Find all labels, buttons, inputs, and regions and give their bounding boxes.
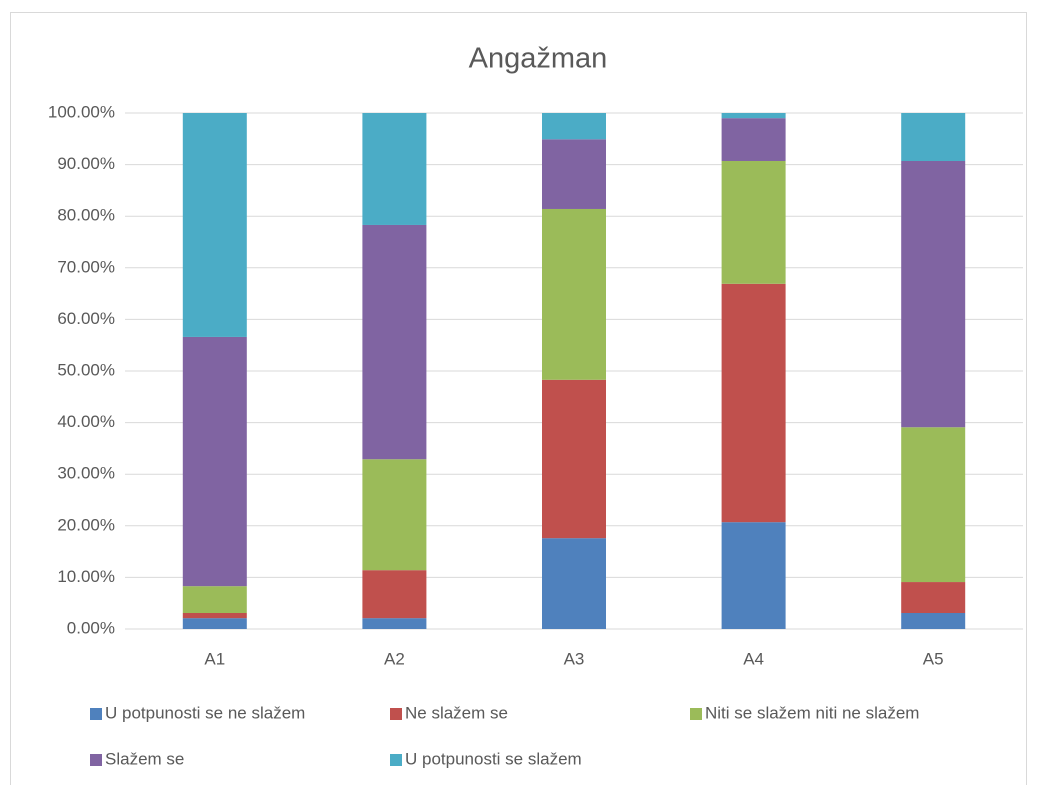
bar-segment — [362, 570, 427, 619]
bar-segment — [721, 283, 786, 523]
bar-segment — [721, 118, 786, 161]
legend-label: Slažem se — [105, 749, 184, 768]
bar-segment — [901, 613, 966, 629]
bar-segment — [182, 586, 247, 614]
legend-label: U potpunosti se slažem — [405, 749, 582, 768]
bar-segment — [362, 224, 427, 460]
x-tick-label: A2 — [384, 649, 405, 668]
bar-segment — [362, 459, 427, 571]
legend-label: Niti se slažem niti ne slažem — [705, 703, 919, 722]
y-tick-label: 30.00% — [57, 464, 115, 483]
y-tick-label: 80.00% — [57, 206, 115, 225]
bar-segment — [542, 379, 606, 539]
legend-swatch — [90, 754, 102, 766]
bar-segment — [182, 618, 247, 629]
x-tick-label: A3 — [564, 649, 585, 668]
y-tick-label: 70.00% — [57, 257, 115, 276]
legend-swatch — [90, 708, 102, 720]
bar-segment — [901, 427, 966, 583]
bar-segment — [542, 208, 606, 380]
bar-segment — [182, 336, 247, 587]
legend-swatch — [690, 708, 702, 720]
x-tick-label: A5 — [923, 649, 944, 668]
bar-segment — [362, 113, 427, 225]
legend-label: Ne slažem se — [405, 703, 508, 722]
bar-segment — [542, 139, 606, 209]
y-tick-label: 60.00% — [57, 309, 115, 328]
bar-segment — [721, 160, 786, 284]
y-tick-label: 0.00% — [67, 618, 115, 637]
bar-segment — [901, 160, 966, 428]
x-tick-label: A4 — [743, 649, 764, 668]
y-tick-label: 50.00% — [57, 360, 115, 379]
bar-segment — [901, 113, 966, 161]
bar-segment — [721, 522, 786, 629]
legend-swatch — [390, 708, 402, 720]
bar-segment — [901, 582, 966, 614]
y-tick-label: 90.00% — [57, 154, 115, 173]
bar-segment — [362, 618, 427, 629]
bar-segment — [721, 113, 786, 119]
y-tick-label: 10.00% — [57, 567, 115, 586]
legend-label: U potpunosti se ne slažem — [105, 703, 305, 722]
bar-segment — [542, 538, 606, 629]
chart-frame — [10, 12, 1027, 785]
legend-swatch — [390, 754, 402, 766]
y-tick-label: 20.00% — [57, 515, 115, 534]
bar-segment — [182, 613, 247, 619]
x-tick-label: A1 — [204, 649, 225, 668]
chart-title: Angažman — [469, 43, 608, 75]
y-tick-label: 40.00% — [57, 412, 115, 431]
y-tick-label: 100.00% — [48, 102, 115, 121]
bar-segment — [542, 113, 606, 140]
bar-segment — [182, 113, 247, 337]
